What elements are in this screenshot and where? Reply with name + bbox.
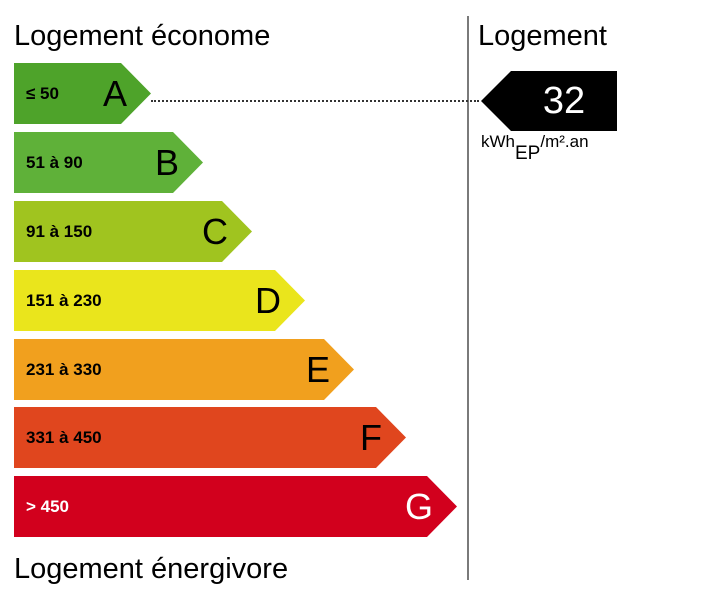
unit-main: kWh xyxy=(481,132,515,151)
class-range-label: 51 à 90 xyxy=(26,153,83,172)
class-letter: G xyxy=(404,486,433,527)
class-letter: F xyxy=(360,417,382,458)
dotted-leader-line xyxy=(151,100,479,102)
class-range-label: 151 à 230 xyxy=(26,291,102,310)
unit-rest: /m².an xyxy=(540,132,589,151)
consumption-value-arrow: 32 xyxy=(481,71,617,131)
class-range-label: 91 à 150 xyxy=(26,222,93,241)
class-letter: B xyxy=(154,142,179,183)
energy-class-bar-f: 331 à 450 F xyxy=(14,407,406,468)
consumption-unit: kWhEP/m².an xyxy=(481,132,589,163)
energy-class-bar-d: 151 à 230 D xyxy=(14,270,305,331)
energy-class-bar-e: 231 à 330 E xyxy=(14,339,354,400)
energy-class-bar-b: 51 à 90 B xyxy=(14,132,203,193)
energy-class-bar-a: ≤ 50 A xyxy=(14,63,151,124)
class-letter: E xyxy=(305,349,330,390)
heading-energy-intensive: Logement énergivore xyxy=(14,553,289,585)
class-range-label: 331 à 450 xyxy=(26,428,102,447)
column-divider xyxy=(467,16,469,580)
heading-housing: Logement xyxy=(478,20,607,52)
class-letter: C xyxy=(202,211,228,252)
class-letter: D xyxy=(255,280,281,321)
energy-class-bar-g: > 450 G xyxy=(14,476,457,537)
class-range-label: 231 à 330 xyxy=(26,360,102,379)
class-range-label: > 450 xyxy=(26,497,70,516)
class-range-label: ≤ 50 xyxy=(26,84,59,103)
heading-economical: Logement économe xyxy=(14,20,271,52)
consumption-value: 32 xyxy=(542,80,586,122)
energy-class-bar-c: 91 à 150 C xyxy=(14,201,252,262)
class-letter: A xyxy=(102,73,127,114)
unit-subscript: EP xyxy=(515,143,541,164)
